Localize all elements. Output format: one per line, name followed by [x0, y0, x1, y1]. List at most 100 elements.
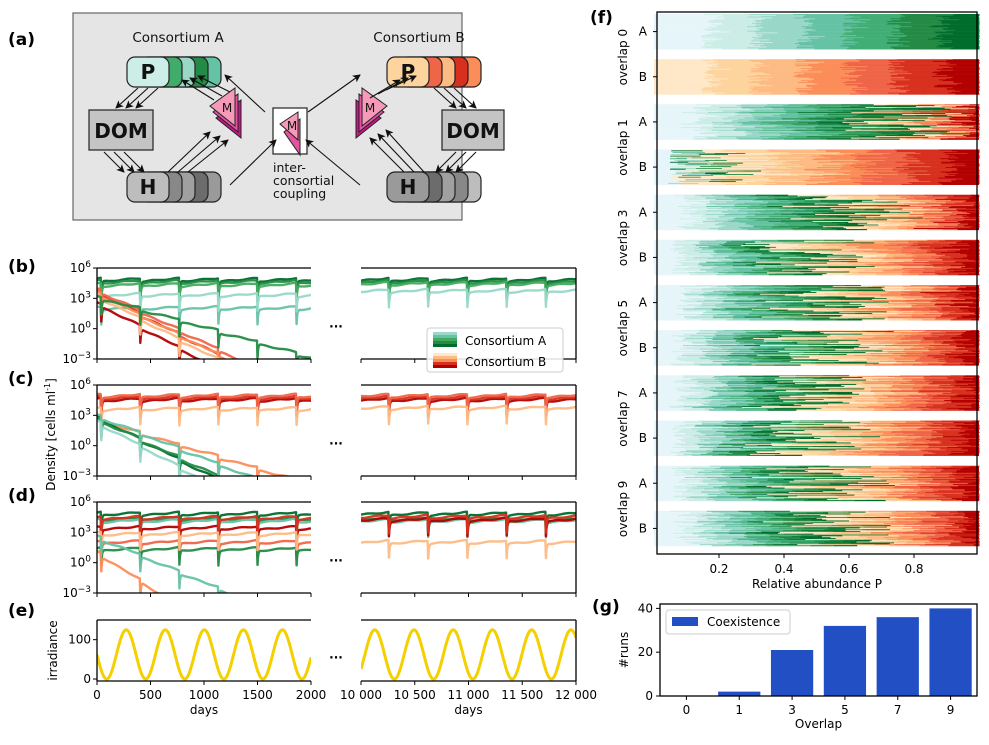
heatmap-cell	[743, 341, 768, 343]
heatmap-cell	[654, 248, 671, 250]
heatmap-cell	[751, 346, 770, 349]
heatmap-cell	[705, 47, 721, 49]
heatmap-cell	[813, 173, 844, 175]
heatmap-cell	[789, 134, 820, 136]
heatmap-cell	[707, 258, 731, 260]
heatmap-cell	[752, 349, 785, 351]
heatmap-cell	[962, 257, 980, 259]
heatmap-cell	[901, 252, 928, 254]
heatmap-cell	[756, 33, 782, 35]
heatmap-cell	[837, 223, 859, 225]
heatmap-cell	[756, 21, 788, 23]
legend-swatch-b	[433, 359, 457, 362]
heatmap-cell	[914, 311, 940, 313]
heatmap-cell	[951, 150, 977, 152]
heatmap-cell	[699, 153, 729, 156]
heatmap-cell	[798, 288, 822, 290]
heatmap-cell	[838, 134, 869, 136]
heatmap-cell	[654, 285, 677, 287]
heatmap-cell	[839, 358, 866, 360]
heatmap-cell	[678, 38, 700, 40]
heatmap-cell	[703, 339, 737, 341]
heatmap-cell	[934, 155, 956, 157]
heatmap-cell	[701, 303, 722, 305]
heatmap-cell	[847, 212, 879, 214]
heatmap-cell	[758, 48, 789, 50]
heatmap-cell	[856, 35, 886, 37]
heatmap-cell	[887, 317, 913, 319]
heatmap-cell	[724, 18, 746, 20]
heatmap-cell	[718, 260, 742, 262]
heatmap-cell	[774, 180, 805, 182]
heatmap-cell	[803, 16, 831, 18]
heatmap-cell	[856, 299, 873, 301]
heatmap-cell	[875, 201, 898, 203]
heatmap-cell	[821, 243, 836, 245]
heatmap-cell	[822, 245, 847, 247]
heatmap-cell	[670, 85, 690, 87]
heatmap-cell	[951, 170, 979, 172]
heatmap-cell	[794, 285, 815, 287]
heatmap-cell	[845, 164, 877, 166]
heatmap-cell	[734, 90, 759, 92]
heatmap-cell	[776, 332, 799, 334]
heatmap-cell	[843, 25, 875, 27]
heatmap-cell	[724, 214, 755, 216]
heatmap-cell	[736, 24, 761, 26]
heatmap-cell	[713, 246, 730, 249]
heatmap-cell	[909, 149, 940, 151]
heatmap-cell	[877, 175, 909, 177]
heatmap-cell	[877, 210, 901, 212]
heatmap-block-overlap-1-B	[654, 149, 980, 185]
heatmap-cell	[800, 80, 827, 82]
heatmap-cell	[668, 255, 700, 257]
heatmap-cell	[915, 178, 934, 180]
heatmap-cell	[904, 348, 929, 350]
heatmap-cell	[702, 301, 725, 303]
heatmap-cell	[714, 333, 735, 335]
heatmap-cell	[936, 32, 968, 34]
heatmap-cell	[898, 136, 929, 139]
heatmap-cell	[733, 291, 764, 293]
series-a-line	[97, 510, 311, 532]
heatmap-cell	[706, 117, 727, 119]
heatmap-cell	[745, 301, 776, 303]
heatmap-cell	[654, 138, 670, 140]
heatmap-cell	[820, 117, 836, 119]
heatmap-cell	[967, 243, 980, 245]
heatmap-cell	[945, 331, 964, 334]
heatmap-cell	[808, 118, 827, 120]
heatmap-cell	[923, 213, 939, 215]
heatmap-cell	[761, 222, 787, 224]
heatmap-cell	[736, 128, 763, 130]
heatmap-cell	[861, 116, 885, 118]
heatmap-cell	[770, 82, 799, 84]
heatmap-cell	[716, 249, 748, 251]
heatmap-cell	[924, 268, 948, 270]
heatmap-cell	[849, 302, 866, 304]
heatmap-cell	[936, 46, 966, 48]
heatmap-cell	[754, 346, 785, 348]
heatmap-cell	[654, 301, 686, 303]
heatmap-cell	[749, 273, 776, 275]
mediator-b-layer	[361, 87, 388, 128]
heatmap-cell	[654, 271, 673, 273]
heatmap-cell	[668, 182, 699, 185]
heatmap-cell	[681, 18, 701, 20]
heatmap-cell	[904, 203, 919, 205]
heatmap-cell	[857, 210, 879, 212]
heatmap-cell	[877, 252, 903, 254]
heatmap-cell	[830, 340, 856, 342]
heatmap-cell	[921, 207, 939, 210]
heatmap-cell	[777, 353, 803, 356]
heatmap-cell	[843, 248, 873, 250]
heatmap-cell	[803, 206, 834, 208]
heatmap-cell	[912, 364, 943, 366]
heatmap-cell	[811, 360, 839, 362]
heatmap-cell	[804, 20, 824, 22]
heatmap-cell	[702, 40, 732, 42]
heatmap-cell	[654, 131, 679, 133]
heatmap-cell	[779, 133, 813, 135]
heatmap-cell	[860, 23, 887, 25]
